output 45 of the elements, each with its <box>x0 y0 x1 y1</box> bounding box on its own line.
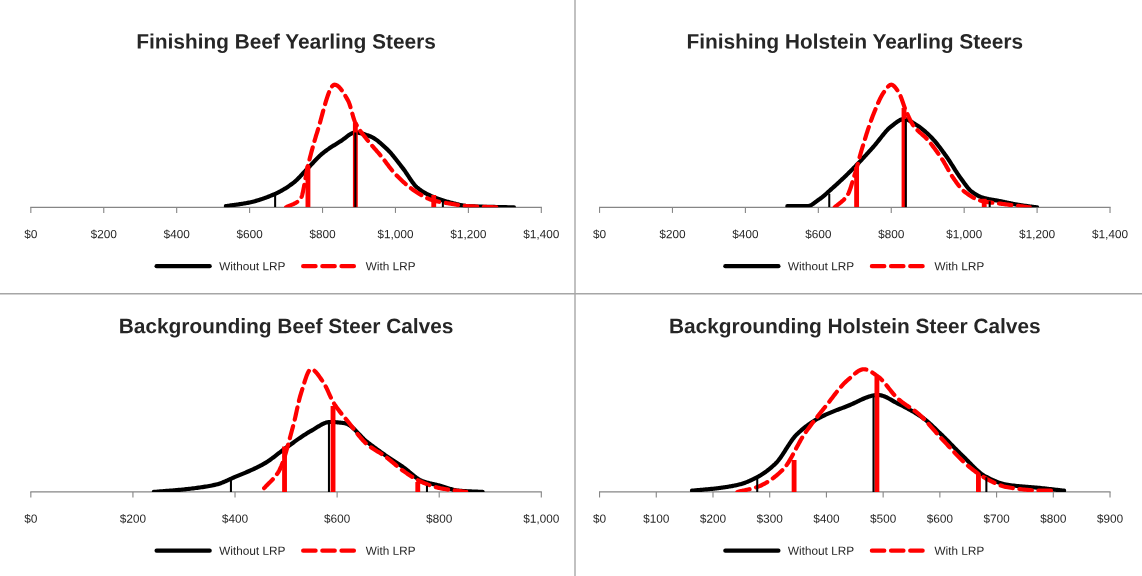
legend-label: With LRP <box>365 261 415 271</box>
x-tick-label: $800 <box>309 229 336 239</box>
chart-title: Finishing Holstein Yearling Steers <box>687 33 1023 54</box>
x-tick-label: $1,200 <box>1019 229 1055 240</box>
chart-title: Backgrounding Holstein Steer Calves <box>670 318 1040 338</box>
x-tick-label: $400 <box>813 513 840 524</box>
x-tick-label: $200 <box>699 513 726 524</box>
x-tick-label: $800 <box>426 513 452 524</box>
x-tick-label: $1,000 <box>946 229 982 240</box>
x-tick-label: $0 <box>24 229 37 239</box>
x-tick-label: $0 <box>593 513 606 524</box>
x-tick-label: $200 <box>90 229 117 239</box>
x-tick-label: $1,200 <box>450 229 486 240</box>
legend-label: Without LRP <box>219 546 285 555</box>
legend-label: Without LRP <box>787 546 854 555</box>
x-tick-label: $800 <box>1040 513 1066 524</box>
x-tick-label: $1,400 <box>523 229 559 240</box>
x-tick-label: $100 <box>643 513 669 524</box>
x-tick-label: $1,000 <box>523 513 559 525</box>
legend-label: Without LRP <box>219 261 285 271</box>
x-tick-label: $600 <box>324 513 350 524</box>
x-tick-label: $0 <box>24 513 37 524</box>
x-tick-label: $300 <box>756 513 783 524</box>
x-tick-label: $500 <box>870 513 896 524</box>
chart-title: Finishing Beef Yearling Steers <box>137 33 435 54</box>
x-tick-label: $400 <box>222 513 248 524</box>
chart-title: Backgrounding Beef Steer Calves <box>120 318 453 338</box>
x-tick-label: $600 <box>926 513 953 524</box>
legend-label: With LRP <box>934 546 984 555</box>
legend-label: Without LRP <box>787 261 854 271</box>
legend-label: With LRP <box>365 546 415 555</box>
x-tick-label: $700 <box>983 513 1010 524</box>
x-tick-label: $600 <box>805 229 831 239</box>
x-tick-label: $200 <box>119 513 146 524</box>
x-tick-label: $600 <box>236 229 263 239</box>
x-tick-label: $800 <box>878 229 904 239</box>
legend-label: With LRP <box>934 261 984 271</box>
bar <box>425 485 428 492</box>
x-tick-label: $1,000 <box>377 229 414 240</box>
x-tick-label: $900 <box>1097 513 1123 524</box>
x-tick-label: $1,400 <box>1092 229 1128 240</box>
x-tick-label: $200 <box>659 229 686 239</box>
x-tick-label: $0 <box>593 229 606 239</box>
x-tick-label: $400 <box>732 229 759 239</box>
x-tick-label: $400 <box>163 229 190 239</box>
